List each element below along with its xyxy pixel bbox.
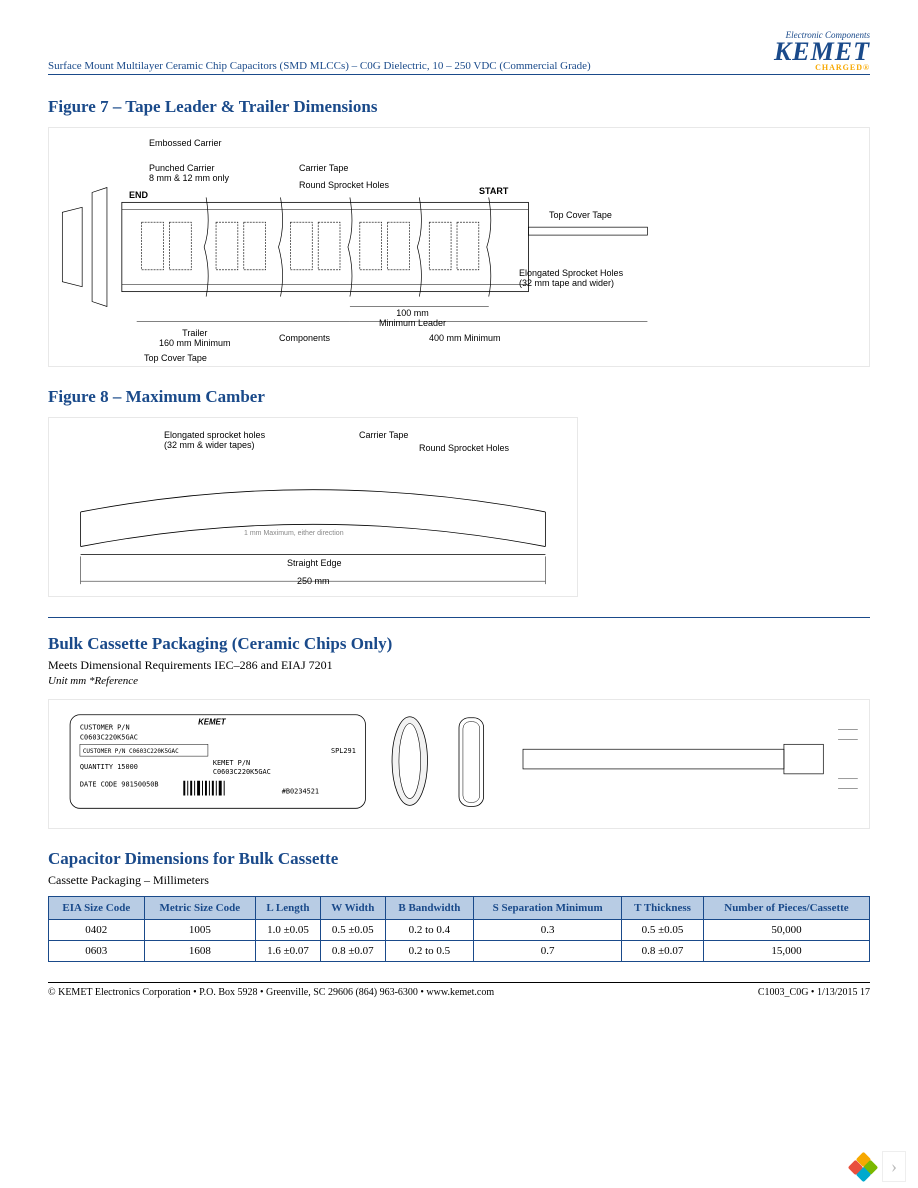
logo-text: KEMET	[774, 40, 870, 63]
svg-text:C0603C220K5GAC: C0603C220K5GAC	[213, 768, 271, 776]
cell: 1.6 ±0.07	[256, 941, 321, 962]
svg-text:C0603C220K5GAC: C0603C220K5GAC	[80, 734, 138, 742]
svg-text:DATE CODE 98150050B: DATE CODE 98150050B	[80, 781, 159, 789]
svg-text:CUSTOMER P/N: CUSTOMER P/N	[80, 724, 130, 732]
nav-corner: ›	[838, 1145, 918, 1188]
fig7-elongated-label: Elongated Sprocket Holes (32 mm tape and…	[519, 268, 623, 288]
cell: 0.2 to 0.4	[385, 920, 473, 941]
dimensions-table: EIA Size Code Metric Size Code L Length …	[48, 896, 870, 962]
cell: 1.0 ±0.05	[256, 920, 321, 941]
bulk-cassette-unit: Unit mm *Reference	[48, 675, 870, 687]
page-footer: © KEMET Electronics Corporation • P.O. B…	[48, 982, 870, 998]
cell: 15,000	[703, 941, 869, 962]
cell: 0402	[49, 920, 145, 941]
svg-text:QUANTITY 15000: QUANTITY 15000	[80, 763, 138, 771]
fig7-punched-label: Punched Carrier 8 mm & 12 mm only	[149, 163, 229, 183]
dimensions-subtitle: Cassette Packaging – Millimeters	[48, 873, 870, 888]
fig7-trailer-label: Trailer 160 mm Minimum	[159, 328, 231, 348]
fig7-top-cover-label: Top Cover Tape	[549, 210, 612, 220]
svg-text:SPL291: SPL291	[331, 748, 356, 756]
fig8-elongated-label: Elongated sprocket holes (32 mm & wider …	[164, 430, 265, 450]
svg-text:KEMET P/N: KEMET P/N	[213, 759, 250, 767]
cell: 50,000	[703, 920, 869, 941]
kemet-logo: Electronic Components KEMET CHARGED®	[774, 30, 870, 72]
col-length: L Length	[256, 897, 321, 920]
dimensions-title: Capacitor Dimensions for Bulk Cassette	[48, 849, 870, 869]
fig8-straight-label: Straight Edge	[287, 558, 342, 568]
bulk-cassette-subtitle: Meets Dimensional Requirements IEC–286 a…	[48, 658, 870, 673]
col-eia: EIA Size Code	[49, 897, 145, 920]
cell: 0.8 ±0.07	[320, 941, 385, 962]
fig7-components-label: Components	[279, 333, 330, 343]
footer-left: © KEMET Electronics Corporation • P.O. B…	[48, 987, 494, 998]
fig7-400mm-label: 400 mm Minimum	[429, 333, 501, 343]
fig8-carrier-label: Carrier Tape	[359, 430, 408, 440]
figure7-diagram: Embossed Carrier Punched Carrier 8 mm & …	[48, 127, 870, 367]
fig7-round-sprocket-label: Round Sprocket Holes	[299, 180, 389, 190]
col-metric: Metric Size Code	[144, 897, 256, 920]
table-row: 0402 1005 1.0 ±0.05 0.5 ±0.05 0.2 to 0.4…	[49, 920, 870, 941]
fig7-embossed-label: Embossed Carrier	[149, 138, 222, 148]
fig8-max-label: 1 mm Maximum, either direction	[244, 530, 344, 537]
fig7-start-label: START	[479, 186, 508, 196]
section-divider	[48, 617, 870, 618]
fig7-100mm-label: 100 mm Minimum Leader	[379, 308, 446, 328]
table-row: 0603 1608 1.6 ±0.07 0.8 ±0.07 0.2 to 0.5…	[49, 941, 870, 962]
col-separation: S Separation Minimum	[474, 897, 622, 920]
cell: 0.7	[474, 941, 622, 962]
bulk-cassette-diagram: CUSTOMER P/N C0603C220K5GAC KEMET CUSTOM…	[48, 699, 870, 829]
footer-right: C1003_C0G • 1/13/2015 17	[758, 987, 870, 998]
cell: 0.8 ±0.07	[622, 941, 704, 962]
col-bandwidth: B Bandwidth	[385, 897, 473, 920]
cell: 0.5 ±0.05	[622, 920, 704, 941]
fig8-round-label: Round Sprocket Holes	[419, 443, 509, 453]
figure8-title: Figure 8 – Maximum Camber	[48, 387, 870, 407]
cell: 0.3	[474, 920, 622, 941]
col-pieces: Number of Pieces/Cassette	[703, 897, 869, 920]
cell: 0.5 ±0.05	[320, 920, 385, 941]
cell: 0.2 to 0.5	[385, 941, 473, 962]
cell: 1005	[144, 920, 256, 941]
next-page-button[interactable]: ›	[882, 1151, 906, 1182]
figure8-diagram: Elongated sprocket holes (32 mm & wider …	[48, 417, 578, 597]
svg-text:KEMET: KEMET	[198, 718, 227, 727]
fig7-end-label: END	[129, 190, 148, 200]
header-title: Surface Mount Multilayer Ceramic Chip Ca…	[48, 60, 591, 72]
clover-icon[interactable]	[850, 1154, 876, 1180]
cell: 1608	[144, 941, 256, 962]
svg-text:#B0234521: #B0234521	[282, 788, 319, 796]
table-header-row: EIA Size Code Metric Size Code L Length …	[49, 897, 870, 920]
cell: 0603	[49, 941, 145, 962]
fig8-length-label: 250 mm	[297, 576, 330, 586]
fig7-carrier-tape-label: Carrier Tape	[299, 163, 348, 173]
svg-text:CUSTOMER P/N C0603C220K5GAC: CUSTOMER P/N C0603C220K5GAC	[83, 750, 179, 756]
fig7-top-cover2-label: Top Cover Tape	[144, 353, 207, 363]
col-thickness: T Thickness	[622, 897, 704, 920]
bulk-cassette-title: Bulk Cassette Packaging (Ceramic Chips O…	[48, 634, 870, 654]
col-width: W Width	[320, 897, 385, 920]
figure7-title: Figure 7 – Tape Leader & Trailer Dimensi…	[48, 97, 870, 117]
page-header: Surface Mount Multilayer Ceramic Chip Ca…	[48, 30, 870, 75]
